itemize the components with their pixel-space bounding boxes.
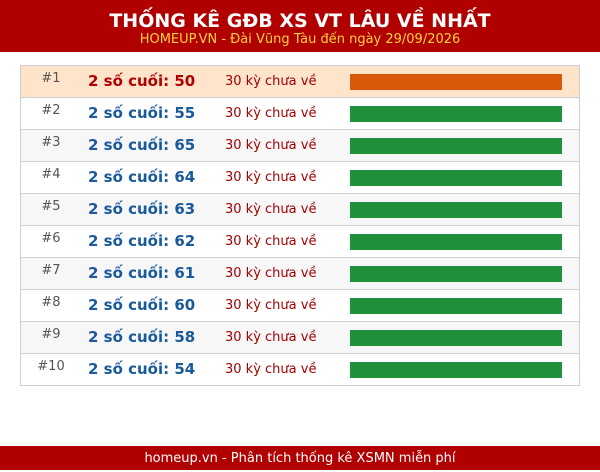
row: #3 2 số cuối: 65 30 kỳ chưa về <box>20 129 580 162</box>
number-label: 2 số cuối: 50 <box>88 72 196 90</box>
subtitle: HOMEUP.VN - Đài Vũng Tàu đến ngày 29/09/… <box>139 32 461 47</box>
header: THỐNG KÊ GĐB XS VT LÂU VỀ NHẤT HOMEUP.VN… <box>0 0 600 52</box>
row: #9 2 số cuối: 58 30 kỳ chưa về <box>20 321 580 354</box>
number-label: 2 số cuối: 54 <box>88 360 196 378</box>
ranking-list: #1 2 số cuối: 50 30 kỳ chưa về #2 2 số cuối:… <box>20 65 580 386</box>
status: 30 kỳ chưa về <box>225 170 317 185</box>
title: THỐNG KÊ GĐB XS VT LÂU VỀ NHẤT <box>109 10 491 32</box>
row: #1 2 số cuối: 50 30 kỳ chưa về <box>20 65 580 98</box>
rank: #7 <box>41 263 61 278</box>
footer: homeup.vn - Phân tích thống kê XSMN miễn… <box>0 446 600 470</box>
bar <box>350 362 562 378</box>
number-label: 2 số cuối: 63 <box>88 200 196 218</box>
rank: #2 <box>41 103 61 118</box>
status: 30 kỳ chưa về <box>225 298 317 313</box>
status: 30 kỳ chưa về <box>225 202 317 217</box>
number-label: 2 số cuối: 62 <box>88 232 196 250</box>
rank: #4 <box>41 167 61 182</box>
row: #4 2 số cuối: 64 30 kỳ chưa về <box>20 161 580 194</box>
bar <box>350 170 562 186</box>
rank: #3 <box>41 135 61 150</box>
status: 30 kỳ chưa về <box>225 362 317 377</box>
row: #8 2 số cuối: 60 30 kỳ chưa về <box>20 289 580 322</box>
status: 30 kỳ chưa về <box>225 330 317 345</box>
status: 30 kỳ chưa về <box>225 266 317 281</box>
number-label: 2 số cuối: 65 <box>88 136 196 154</box>
row: #10 2 số cuối: 54 30 kỳ chưa về <box>20 353 580 386</box>
rank: #10 <box>37 359 65 374</box>
bar <box>350 202 562 218</box>
number-label: 2 số cuối: 60 <box>88 296 196 314</box>
row: #7 2 số cuối: 61 30 kỳ chưa về <box>20 257 580 290</box>
bar <box>350 266 562 282</box>
status: 30 kỳ chưa về <box>225 138 317 153</box>
bar <box>350 138 562 154</box>
rank: #8 <box>41 295 61 310</box>
number-label: 2 số cuối: 58 <box>88 328 196 346</box>
bar <box>350 74 562 90</box>
status: 30 kỳ chưa về <box>225 234 317 249</box>
status: 30 kỳ chưa về <box>225 106 317 121</box>
rank: #5 <box>41 199 61 214</box>
status: 30 kỳ chưa về <box>225 74 317 89</box>
row: #2 2 số cuối: 55 30 kỳ chưa về <box>20 97 580 130</box>
bar <box>350 234 562 250</box>
bar <box>350 106 562 122</box>
number-label: 2 số cuối: 64 <box>88 168 196 186</box>
row: #5 2 số cuối: 63 30 kỳ chưa về <box>20 193 580 226</box>
rank: #1 <box>41 71 61 86</box>
bar <box>350 298 562 314</box>
number-label: 2 số cuối: 61 <box>88 264 196 282</box>
bar <box>350 330 562 346</box>
rank: #9 <box>41 327 61 342</box>
number-label: 2 số cuối: 55 <box>88 104 196 122</box>
rank: #6 <box>41 231 61 246</box>
row: #6 2 số cuối: 62 30 kỳ chưa về <box>20 225 580 258</box>
